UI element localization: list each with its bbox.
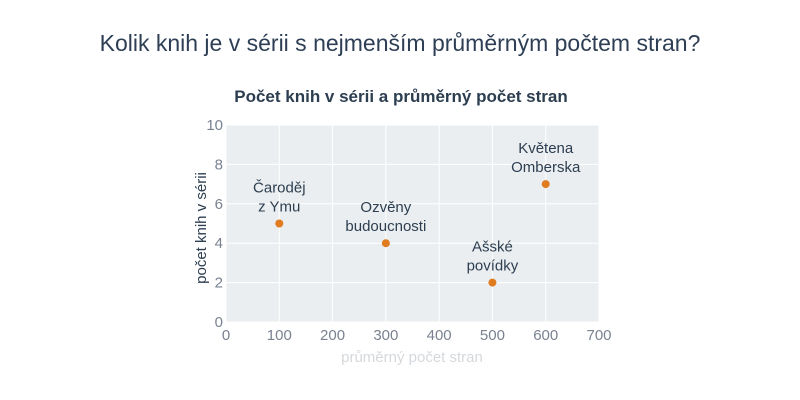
chart-title: Počet knih v sérii a průměrný počet stra… [234, 87, 568, 106]
data-point-label: budoucnosti [345, 218, 426, 235]
grid-lines [225, 124, 600, 323]
data-point [541, 180, 550, 189]
x-tick-label: 0 [222, 327, 230, 344]
data-point-label: Ozvěny [360, 199, 411, 216]
x-tick-label: 300 [373, 327, 398, 344]
y-tick-label: 0 [215, 314, 223, 331]
x-tick-label: 700 [586, 327, 611, 344]
y-tick-label: 2 [215, 275, 223, 292]
plot-area [226, 125, 599, 322]
data-point-label: povídky [467, 258, 519, 275]
x-axis-label: průměrný počet stran [341, 349, 483, 366]
data-point-label: Ašské [472, 239, 513, 256]
y-tick-label: 8 [215, 156, 223, 173]
data-point [488, 278, 497, 287]
y-tick-label: 6 [215, 196, 223, 213]
data-point [275, 219, 284, 228]
x-tick-label: 400 [427, 327, 452, 344]
y-tick-label: 4 [215, 235, 223, 252]
axis-ticks: 0 100 200 300 400 500 600 700 0 2 4 6 8 10 [206, 117, 611, 344]
data-point-label: Omberska [511, 159, 581, 176]
data-points: Čaroděj z Ymu Ozvěny budoucnosti Ašské povídk… [253, 140, 581, 287]
y-tick-label: 10 [206, 117, 223, 134]
data-point-label: Květena [518, 140, 574, 157]
data-point-label: z Ymu [258, 199, 300, 216]
x-tick-label: 100 [267, 327, 292, 344]
x-tick-label: 600 [533, 327, 558, 344]
y-axis-label: počet knih v sérii [193, 172, 210, 284]
x-tick-label: 500 [480, 327, 505, 344]
data-point-label: Čaroděj [253, 180, 306, 197]
x-tick-label: 200 [320, 327, 345, 344]
question-heading: Kolik knih je v sérii s nejmenším průměr… [99, 30, 701, 56]
data-point [381, 239, 390, 248]
